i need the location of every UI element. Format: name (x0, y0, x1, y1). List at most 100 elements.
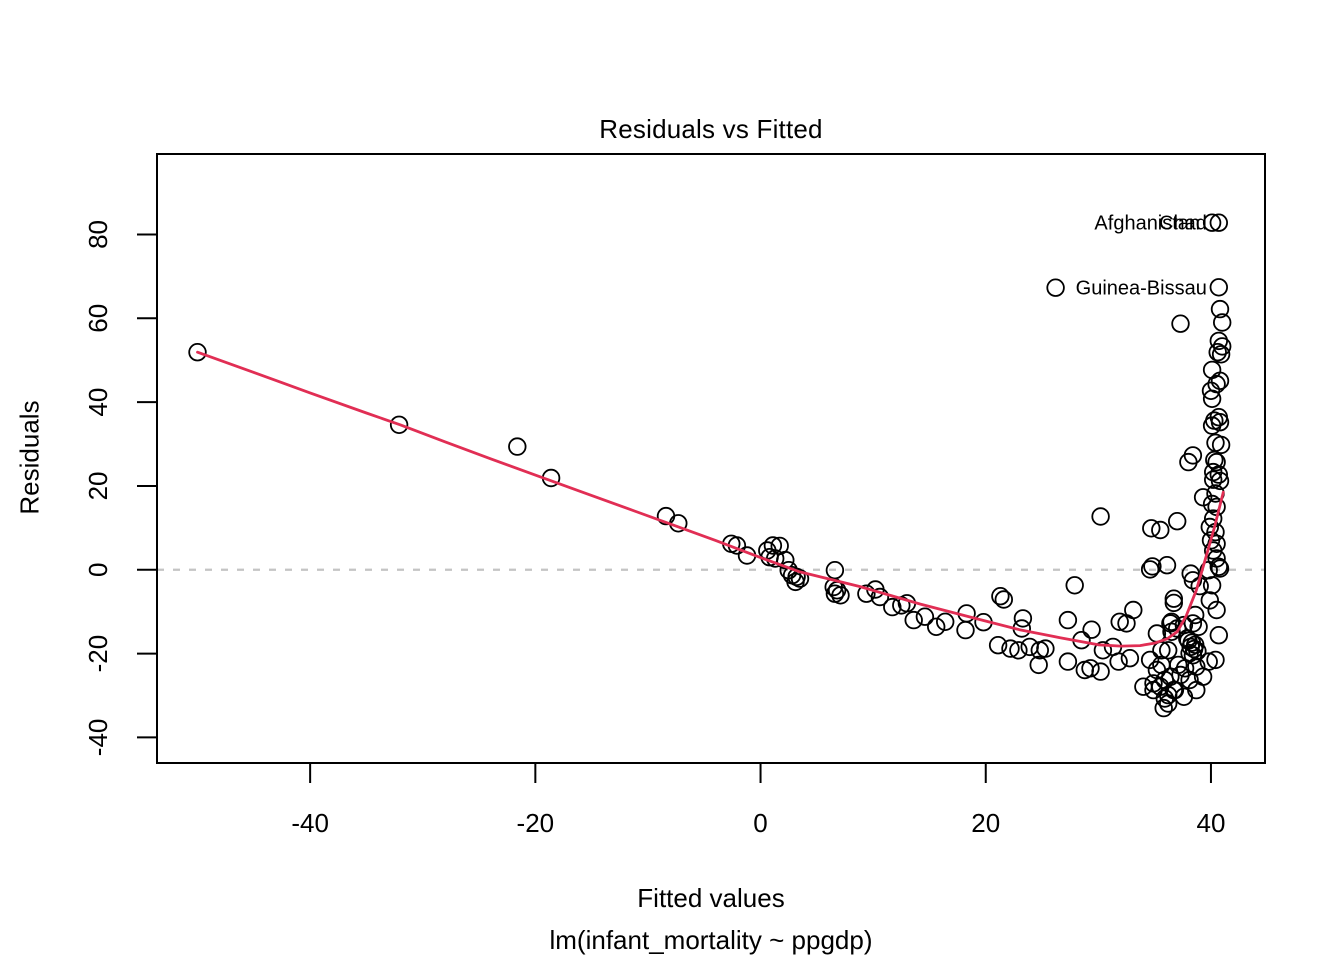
data-point (508, 437, 527, 456)
data-point (1134, 677, 1153, 696)
data-point (1029, 655, 1048, 675)
data-point (1211, 435, 1231, 455)
data-point (1211, 345, 1231, 364)
data-point (1202, 416, 1222, 435)
smooth-line (196, 350, 1225, 648)
data-point (1167, 512, 1187, 531)
point-label-chad: Chad (1159, 213, 1207, 235)
data-point (1202, 389, 1222, 409)
data-point (389, 415, 409, 435)
data-point (1209, 465, 1229, 484)
data-point (1181, 564, 1200, 583)
data-point (1058, 652, 1078, 671)
data-point (1065, 576, 1084, 595)
x-axis-label: Fitted values (637, 883, 785, 913)
y-tick-label: 40 (83, 388, 113, 417)
data-point (1206, 650, 1225, 670)
data-point (1210, 299, 1230, 319)
data-point (831, 586, 850, 605)
data-point (915, 607, 935, 626)
data-point (1154, 698, 1173, 718)
data-point (1143, 557, 1162, 576)
chart-title: Residuals vs Fitted (599, 114, 823, 144)
data-point (1120, 649, 1140, 668)
data-point (1171, 314, 1190, 333)
y-axis-label: Residuals (14, 400, 45, 515)
data-point (1210, 413, 1230, 432)
data-point (1161, 667, 1180, 686)
data-point (1124, 600, 1143, 620)
data-point (1155, 689, 1175, 708)
data-point (1210, 559, 1230, 578)
data-point (927, 617, 946, 637)
y-tick-label: -20 (83, 635, 113, 673)
data-point (994, 590, 1014, 609)
data-point (1188, 641, 1207, 661)
data-point (904, 610, 923, 630)
data-point (776, 550, 795, 570)
data-point (1200, 517, 1220, 537)
data-point (1081, 659, 1100, 678)
data-point (1093, 641, 1113, 660)
data-point (1162, 612, 1181, 632)
data-point (1203, 470, 1223, 489)
data-point (1058, 610, 1078, 630)
data-point (1151, 520, 1170, 540)
data-point (1209, 278, 1229, 297)
point-label-afghanistan: Afghanistan (1094, 213, 1200, 235)
x-tick-label: 20 (971, 808, 1000, 838)
data-point (763, 536, 783, 555)
x-tick-label: 0 (753, 808, 767, 838)
data-point (1210, 471, 1230, 491)
model-formula-label: lm(infant_mortality ~ ppgdp) (549, 925, 873, 955)
data-point (1109, 652, 1128, 671)
data-point (1202, 213, 1222, 232)
data-point (1212, 337, 1232, 356)
data-point (1013, 609, 1033, 628)
data-point (1164, 589, 1184, 608)
data-point (857, 584, 876, 603)
data-point (1110, 612, 1129, 632)
data-point (1209, 557, 1229, 577)
data-point (1020, 637, 1039, 657)
data-point (1082, 620, 1101, 639)
data-point (1164, 593, 1184, 613)
data-point (1189, 617, 1208, 637)
data-point (1142, 519, 1161, 538)
data-point (1199, 561, 1218, 580)
data-point (1157, 556, 1177, 575)
data-point (1209, 626, 1229, 645)
y-tick-label: 80 (83, 220, 113, 249)
data-point (1207, 452, 1226, 472)
data-point (870, 587, 890, 607)
data-point (1184, 639, 1204, 659)
x-tick-label: -40 (291, 808, 329, 838)
x-tick-label: 40 (1196, 808, 1225, 838)
data-point (1200, 591, 1220, 610)
x-tick-label: -20 (517, 808, 555, 838)
data-point (188, 343, 207, 362)
data-point (1091, 662, 1110, 681)
data-point (1207, 600, 1226, 620)
y-tick-label: 0 (83, 563, 113, 577)
y-tick-label: 60 (83, 304, 113, 333)
point-label-guinea-bissau: Guinea-Bissau (1076, 277, 1207, 299)
data-point (956, 620, 975, 640)
data-point (1001, 639, 1020, 658)
data-point (1210, 371, 1230, 391)
data-point (988, 636, 1008, 655)
data-point (1091, 507, 1110, 526)
y-tick-label: -40 (83, 719, 113, 757)
data-point (1212, 313, 1232, 332)
data-point (786, 572, 805, 592)
data-point (1209, 213, 1229, 232)
data-point (1179, 452, 1198, 472)
data-point (1209, 331, 1229, 351)
data-point (1180, 670, 1199, 690)
data-point (1140, 560, 1160, 579)
plot-border (156, 153, 1266, 764)
data-point (936, 612, 955, 632)
data-point (790, 569, 810, 588)
